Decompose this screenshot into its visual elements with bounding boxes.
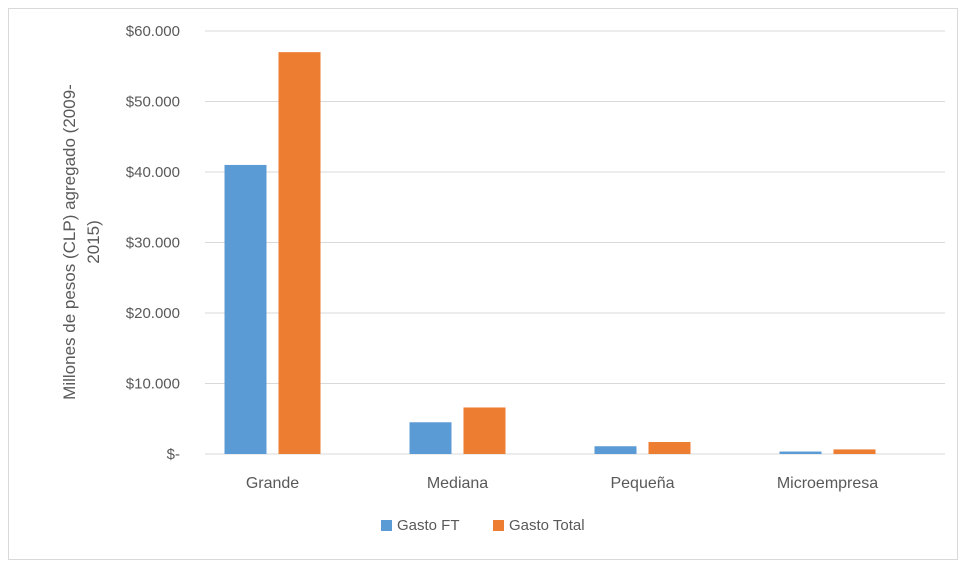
bar-gasto-total	[648, 442, 691, 454]
y-axis-title-line: 2015)	[84, 220, 103, 263]
y-axis-title-line: Millones de pesos (CLP) agregado (2009-	[60, 84, 79, 400]
y-tick-label: $-	[167, 446, 180, 463]
y-tick-label: $10.000	[126, 376, 180, 393]
chart-frame	[8, 8, 958, 560]
bar-gasto-ft	[409, 422, 452, 454]
y-axis-title: Millones de pesos (CLP) agregado (2009- 2…	[60, 84, 103, 400]
x-category-label: Pequeña	[610, 475, 674, 492]
legend-label: Gasto FT	[397, 517, 460, 534]
y-tick-label: $40.000	[126, 164, 180, 181]
bar-gasto-total	[463, 407, 506, 454]
bar-gasto-ft	[779, 451, 822, 454]
bar-gasto-total	[278, 52, 321, 455]
bar-gasto-ft	[224, 164, 267, 454]
legend-swatch	[493, 520, 504, 531]
legend: Gasto FT Gasto Total	[381, 517, 585, 534]
legend-label: Gasto Total	[509, 517, 585, 534]
bar-gasto-ft	[594, 446, 637, 454]
y-tick-label: $50.000	[126, 94, 180, 111]
y-tick-label: $20.000	[126, 305, 180, 322]
x-category-label: Microempresa	[777, 475, 878, 492]
x-category-label: Mediana	[427, 475, 488, 492]
x-axis-categories: Grande Mediana Pequeña Microempresa	[246, 475, 878, 492]
y-tick-label: $60.000	[126, 23, 180, 40]
legend-swatch	[381, 520, 392, 531]
gridlines	[205, 30, 945, 455]
y-axis-ticks: $- $10.000 $20.000 $30.000 $40.000 $50.000 $60…	[126, 23, 180, 463]
x-category-label: Grande	[246, 475, 299, 492]
bar-gasto-total	[833, 449, 876, 454]
y-tick-label: $30.000	[126, 235, 180, 252]
bars	[224, 52, 876, 455]
